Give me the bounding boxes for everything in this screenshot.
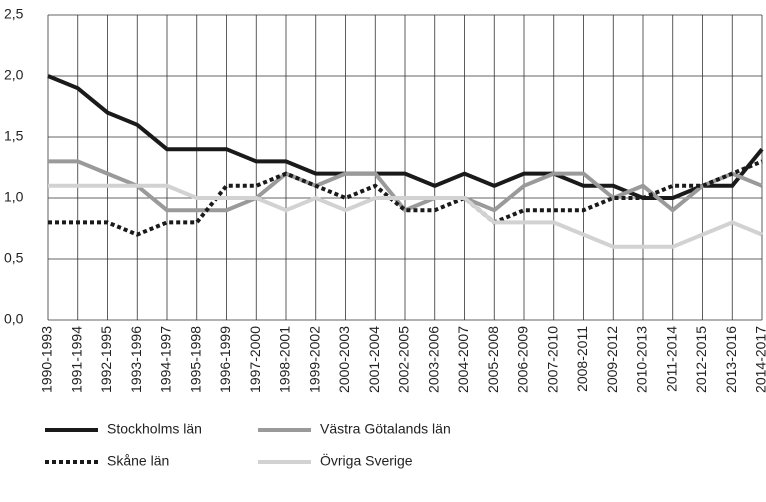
line-series [48, 159, 763, 237]
x-tick-label: 2006-2009 [515, 326, 531, 393]
x-tick-label: 1996-1999 [217, 326, 233, 393]
x-tick-label: 1995-1998 [187, 326, 203, 393]
y-tick-label: 1,0 [4, 189, 24, 205]
x-tick-label: 2003-2006 [425, 326, 441, 393]
legend-label: Stockholms län [107, 421, 202, 437]
x-tick-label: 2014-2017 [753, 326, 766, 393]
x-tick-label: 1999-2002 [306, 326, 322, 393]
line-series [48, 183, 763, 249]
legend-label: Västra Götalands län [320, 421, 451, 437]
x-tick-label: 2009-2012 [604, 326, 620, 393]
x-tick-label: 2000-2003 [336, 326, 352, 393]
x-tick-label: 2010-2013 [634, 326, 650, 393]
x-tick-label: 2005-2008 [485, 326, 501, 393]
y-tick-label: 0,0 [4, 311, 24, 327]
x-tick-label: 2008-2011 [574, 326, 590, 392]
x-tick-label: 2011-2014 [663, 326, 679, 392]
x-tick-label: 1994-1997 [158, 326, 174, 393]
x-tick-label: 1997-2000 [247, 326, 263, 393]
x-tick-label: 2007-2010 [544, 326, 560, 393]
y-tick-label: 2,0 [4, 67, 24, 83]
y-tick-label: 2,5 [4, 6, 24, 22]
x-tick-label: 2012-2015 [693, 326, 709, 393]
y-tick-label: 1,5 [4, 128, 24, 144]
legend-label: Skåne län [107, 453, 169, 469]
x-tick-label: 2002-2005 [396, 326, 412, 393]
x-tick-label: 2001-2004 [366, 326, 382, 393]
x-tick-label: 1990-1993 [39, 326, 55, 393]
x-tick-label: 1991-1994 [68, 326, 84, 393]
x-tick-label: 2004-2007 [455, 326, 471, 393]
line-series [48, 159, 763, 213]
x-tick-label: 1998-2001 [277, 326, 293, 393]
y-tick-label: 0,5 [4, 250, 24, 266]
x-tick-label: 2013-2016 [723, 326, 739, 393]
x-tick-label: 1993-1996 [128, 326, 144, 393]
x-tick-label: 1992-1995 [98, 326, 114, 393]
legend-label: Övriga Sverige [320, 452, 413, 469]
